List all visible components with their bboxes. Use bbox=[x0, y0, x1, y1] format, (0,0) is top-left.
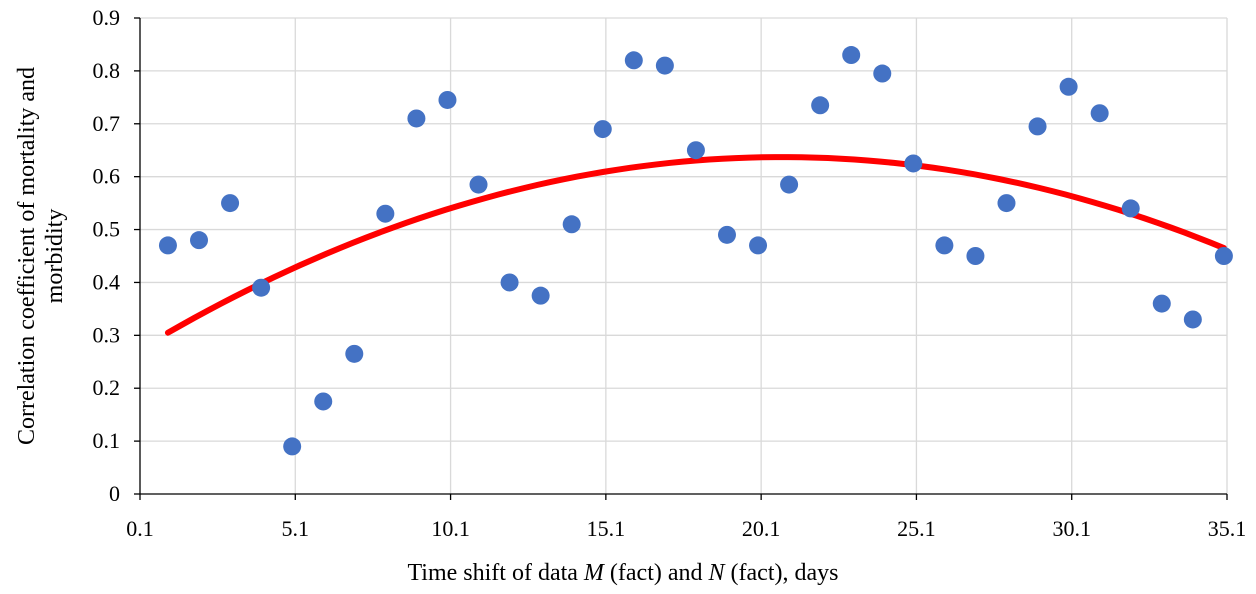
y-tick-label: 0.8 bbox=[93, 58, 121, 83]
y-axis-title: Correlation coefficient of mortality and… bbox=[14, 67, 68, 445]
data-point bbox=[345, 344, 364, 363]
y-tick-label: 0.6 bbox=[93, 164, 121, 189]
data-point bbox=[749, 236, 768, 255]
y-tick-label: 0.3 bbox=[93, 322, 121, 347]
x-tick-label: 15.1 bbox=[587, 516, 626, 541]
data-point bbox=[252, 278, 271, 297]
data-point bbox=[531, 286, 550, 305]
data-point bbox=[1214, 247, 1233, 265]
polynomial-trendline bbox=[164, 154, 1227, 336]
data-point bbox=[997, 194, 1016, 213]
y-axis-title-line-2: morbidity bbox=[42, 209, 68, 304]
data-point bbox=[469, 175, 488, 194]
x-tick-label: 20.1 bbox=[742, 516, 781, 541]
data-point bbox=[1028, 117, 1047, 136]
data-point bbox=[500, 273, 519, 292]
x-tick-label: 30.1 bbox=[1052, 516, 1091, 541]
data-point bbox=[873, 64, 892, 83]
data-point bbox=[717, 225, 736, 244]
data-point bbox=[158, 236, 177, 255]
data-point bbox=[624, 51, 643, 70]
data-point bbox=[686, 141, 705, 160]
data-point bbox=[935, 236, 954, 255]
data-point bbox=[655, 56, 674, 75]
x-tick-label: 0.1 bbox=[126, 516, 154, 541]
data-point bbox=[966, 247, 985, 265]
data-point bbox=[842, 46, 861, 65]
y-tick-label: 0.1 bbox=[93, 428, 121, 453]
data-point bbox=[593, 120, 612, 139]
data-point bbox=[283, 437, 302, 456]
y-tick-label: 0.9 bbox=[93, 5, 121, 30]
data-points bbox=[158, 46, 1233, 456]
axes bbox=[134, 17, 1228, 500]
data-point bbox=[780, 175, 799, 194]
data-point bbox=[221, 194, 240, 213]
x-axis-title: Time shift of data M (fact) and N (fact)… bbox=[407, 560, 838, 586]
data-point bbox=[811, 96, 830, 115]
data-point bbox=[1090, 104, 1109, 123]
data-point bbox=[904, 154, 923, 173]
data-point bbox=[1059, 77, 1078, 96]
y-tick-label: 0.5 bbox=[93, 217, 121, 242]
data-point bbox=[190, 231, 209, 250]
y-tick-label: 0 bbox=[109, 481, 120, 506]
y-axis-title-line-1: Correlation coefficient of mortality and bbox=[14, 67, 40, 445]
data-point bbox=[1152, 294, 1171, 313]
x-tick-label: 25.1 bbox=[897, 516, 936, 541]
data-point bbox=[376, 204, 395, 223]
y-tick-label: 0.4 bbox=[93, 269, 121, 294]
data-point bbox=[407, 109, 426, 128]
data-point bbox=[1183, 310, 1202, 329]
data-point bbox=[438, 90, 457, 109]
y-tick-label: 0.7 bbox=[93, 111, 121, 136]
y-tick-label: 0.2 bbox=[93, 375, 121, 400]
data-point bbox=[1121, 199, 1140, 218]
x-tick-label: 10.1 bbox=[431, 516, 470, 541]
data-point bbox=[314, 392, 333, 411]
x-tick-labels: 0.1 5.1 10.1 15.1 20.1 25.1 30.1 35.1 bbox=[126, 516, 1246, 541]
y-tick-labels: 0 0.1 0.2 0.3 0.4 0.5 0.6 0.7 0.8 0.9 bbox=[93, 5, 121, 506]
x-tick-label: 35.1 bbox=[1208, 516, 1247, 541]
x-tick-label: 5.1 bbox=[282, 516, 310, 541]
data-point bbox=[562, 215, 581, 234]
